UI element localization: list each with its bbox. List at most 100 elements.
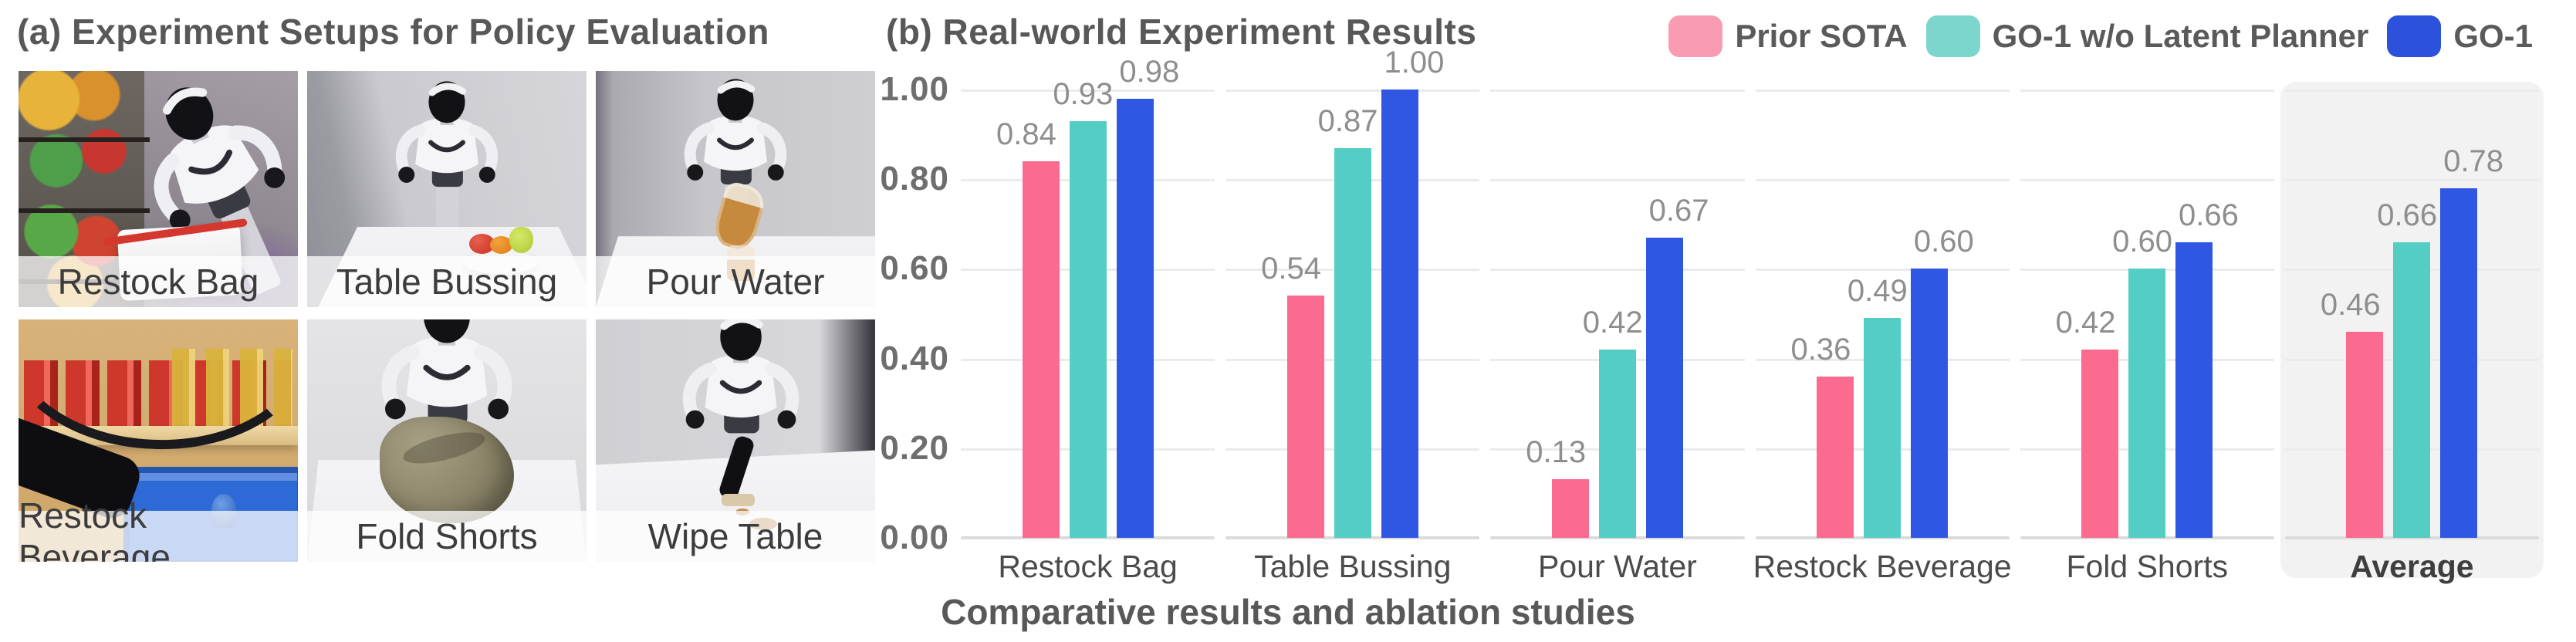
photo-label: Fold Shorts bbox=[307, 511, 587, 562]
y-tick-label: 1.00 bbox=[880, 70, 949, 108]
panel-b-title: (b) Real-world Experiment Results bbox=[886, 12, 1477, 52]
gridline bbox=[1755, 269, 2010, 272]
bar-go-1 bbox=[1911, 269, 1949, 538]
category-label: Fold Shorts bbox=[2066, 549, 2229, 584]
gridline bbox=[2020, 179, 2274, 182]
photo-label: Table Bussing bbox=[307, 256, 587, 307]
gridline bbox=[1490, 269, 1745, 272]
bar-slot: 0.60 bbox=[2112, 90, 2172, 538]
y-tick-label: 0.40 bbox=[880, 339, 949, 377]
category-label: Table Bussing bbox=[1254, 549, 1452, 584]
sponge bbox=[721, 494, 756, 506]
bar-slot: 0.93 bbox=[1053, 77, 1113, 538]
category-label: Pour Water bbox=[1538, 549, 1697, 584]
bar-value-label: 0.54 bbox=[1261, 252, 1321, 286]
bar-value-label: 0.46 bbox=[2320, 287, 2381, 322]
bar-go-1-w-o-latent-planner bbox=[1864, 318, 1902, 538]
photo-wipe-table: Wipe Table bbox=[596, 319, 875, 562]
photo-restock-beverage: Restock Beverage bbox=[19, 319, 298, 562]
bar-prior-sota bbox=[1022, 160, 1060, 538]
bar-group: 0.54 0.87 1.00 bbox=[1225, 46, 1479, 538]
bottles-row bbox=[172, 348, 292, 427]
chart-panel-fold-shorts: 0.42 0.60 0.66 Fold Shorts bbox=[2020, 90, 2274, 584]
photo-grid: Restock Bag Table Bussing Pour Water bbox=[19, 71, 875, 562]
bar-slot: 0.98 bbox=[1116, 55, 1179, 538]
bar-group: 0.84 0.93 0.98 bbox=[961, 55, 1215, 538]
bar-go-1-w-o-latent-planner bbox=[1598, 349, 1636, 538]
bar-slot: 0.60 bbox=[1911, 90, 1974, 538]
gridline bbox=[2020, 90, 2274, 92]
photo-label: Restock Bag bbox=[19, 256, 298, 307]
legend-label: GO-1 w/o Latent Planner bbox=[1992, 18, 2369, 54]
bar-go-1-w-o-latent-planner bbox=[1069, 120, 1107, 538]
y-axis: 1.00 0.80 0.60 0.40 0.20 0.00 bbox=[833, 70, 949, 556]
y-tick-label: 0.60 bbox=[880, 249, 949, 288]
gridline bbox=[961, 90, 1215, 92]
bar-value-label: 0.49 bbox=[1847, 274, 1908, 309]
bar-slot: 0.13 bbox=[1526, 90, 1589, 538]
gridline bbox=[1490, 179, 1745, 182]
bar-slot: 0.67 bbox=[1645, 90, 1709, 538]
pear bbox=[509, 226, 534, 253]
x-axis-line bbox=[2284, 536, 2540, 539]
bar-slot: 0.49 bbox=[1847, 90, 1908, 538]
chart-panel-restock-beverage: 0.36 0.49 0.60 Restock Beverage bbox=[1753, 90, 2012, 584]
bar-slot: 0.54 bbox=[1261, 90, 1324, 538]
bar-slot: 0.36 bbox=[1790, 90, 1854, 538]
photo-pour-water: Pour Water bbox=[596, 71, 875, 307]
bar-value-label: 0.66 bbox=[2179, 198, 2239, 232]
bar-group: 0.42 0.60 0.66 bbox=[2020, 90, 2274, 538]
bar-slot: 1.00 bbox=[1381, 46, 1444, 538]
bar-value-label: 0.78 bbox=[2443, 144, 2504, 178]
legend-swatch-prior-sota bbox=[1668, 15, 1723, 57]
x-axis-line bbox=[2020, 536, 2274, 539]
bar-value-label: 0.13 bbox=[1526, 435, 1587, 470]
category-label: Restock Beverage bbox=[1753, 549, 2012, 584]
gridline bbox=[1755, 90, 2010, 92]
bar-group: 0.46 0.66 0.78 bbox=[2285, 90, 2539, 538]
panel-a-title: (a) Experiment Setups for Policy Evaluat… bbox=[17, 12, 769, 52]
gridline bbox=[2284, 90, 2540, 92]
chart-plot-area: 0.84 0.93 0.98 Restock Bag 0.54 0.87 1.00 Table… bbox=[961, 46, 2544, 584]
bar-value-label: 0.42 bbox=[1582, 305, 1643, 340]
bar-slot: 0.78 bbox=[2440, 90, 2503, 538]
bar-go-1-w-o-latent-planner bbox=[2128, 269, 2166, 538]
bar-value-label: 0.87 bbox=[1317, 103, 1378, 138]
bar-go-1 bbox=[1645, 237, 1683, 538]
photo-label: Wipe Table bbox=[596, 511, 875, 562]
bar-slot: 0.66 bbox=[2377, 90, 2437, 538]
bar-slot: 0.42 bbox=[2056, 90, 2119, 538]
bar-value-label: 0.36 bbox=[1790, 332, 1851, 367]
bar-value-label: 0.60 bbox=[1913, 225, 1974, 259]
bar-prior-sota bbox=[1286, 296, 1324, 538]
bar-go-1 bbox=[1116, 98, 1154, 538]
bar-go-1 bbox=[2175, 242, 2213, 538]
photo-label: Restock Beverage bbox=[19, 495, 298, 562]
bar-value-label: 0.42 bbox=[2055, 305, 2116, 340]
photo-fold-shorts: Fold Shorts bbox=[307, 319, 587, 562]
figure-caption: Comparative results and ablation studies bbox=[941, 592, 1635, 632]
x-axis-line bbox=[1225, 536, 1480, 539]
bar-value-label: 0.84 bbox=[996, 117, 1056, 151]
bar-value-label: 0.60 bbox=[2112, 225, 2172, 259]
gridline bbox=[1225, 90, 1480, 92]
y-tick-label: 0.00 bbox=[880, 519, 949, 556]
bar-prior-sota bbox=[2346, 331, 2384, 538]
gridline bbox=[1755, 179, 2010, 182]
chart-panel-table-bussing: 0.54 0.87 1.00 Table Bussing bbox=[1225, 46, 1480, 584]
bar-prior-sota bbox=[1551, 479, 1589, 538]
shorts bbox=[380, 416, 514, 523]
chart-legend: Prior SOTA GO-1 w/o Latent Planner GO-1 bbox=[1668, 15, 2533, 57]
bar-slot: 0.66 bbox=[2175, 90, 2239, 538]
legend-item-go1-wo-latent-planner: GO-1 w/o Latent Planner bbox=[1925, 15, 2369, 57]
x-axis-line bbox=[961, 536, 1215, 539]
bar-value-label: 0.67 bbox=[1648, 193, 1709, 228]
bar-slot: 0.87 bbox=[1318, 90, 1378, 538]
bar-value-label: 0.66 bbox=[2377, 198, 2438, 232]
bar-go-1 bbox=[1381, 90, 1418, 538]
category-label: Restock Bag bbox=[998, 549, 1178, 584]
legend-item-go1: GO-1 bbox=[2387, 15, 2533, 57]
bar-go-1-w-o-latent-planner bbox=[1334, 147, 1371, 538]
bar-slot: 0.84 bbox=[996, 90, 1060, 538]
bar-value-label: 0.98 bbox=[1119, 54, 1180, 89]
